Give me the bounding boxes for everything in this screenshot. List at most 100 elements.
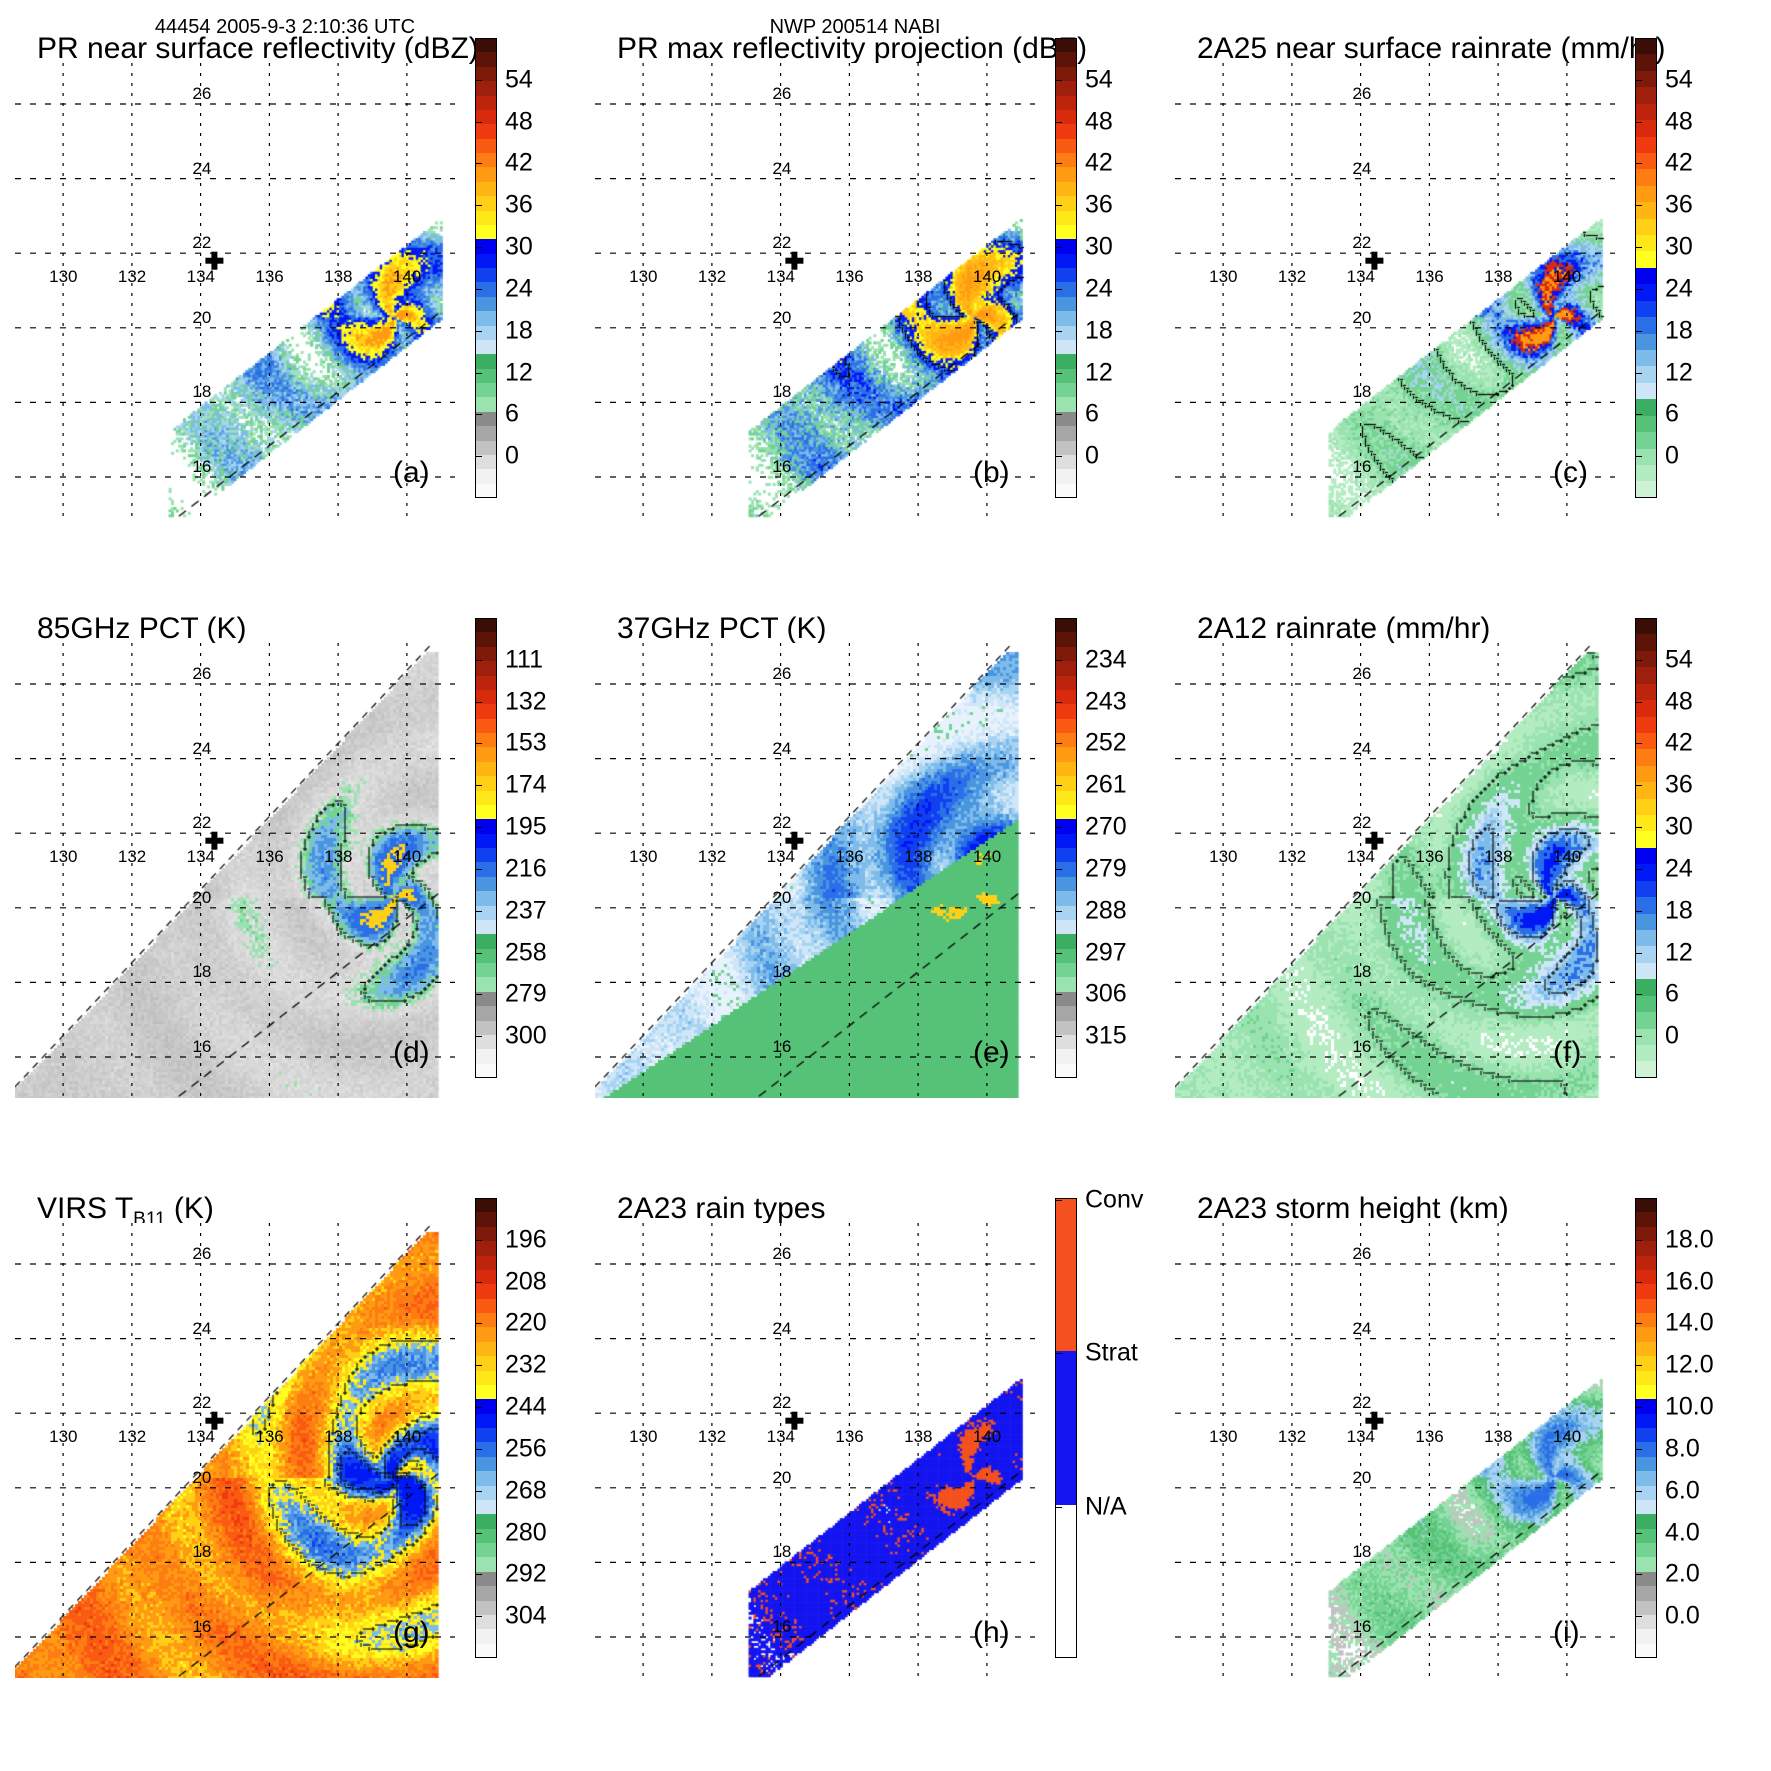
- lon-tick-label: 132: [117, 266, 147, 286]
- colorbar-tick-mark: [1055, 952, 1062, 954]
- colorbar-tick-mark: [1635, 1490, 1642, 1492]
- colorbar-tick-label: 30: [1085, 232, 1113, 261]
- colorbar-segment: [475, 368, 497, 383]
- lat-tick-label: 18: [772, 962, 792, 982]
- colorbar-segment: [475, 1485, 497, 1500]
- colorbar-segment: [475, 804, 497, 820]
- colorbar-segment: [475, 1284, 497, 1299]
- colorbar-tick-mark: [1635, 121, 1642, 123]
- colorbar-segment: [1635, 432, 1657, 449]
- colorbar-segment: [1635, 1614, 1657, 1630]
- colorbar-segment: [475, 81, 497, 96]
- lat-tick-label: 26: [1352, 84, 1372, 104]
- panel-title-d: 85GHz PCT (K): [37, 612, 247, 645]
- lat-tick-label: 18: [1352, 382, 1372, 402]
- colorbar-e[interactable]: [1055, 618, 1077, 1078]
- colorbar-segment: [1635, 481, 1657, 498]
- colorbar-segment: [1055, 618, 1077, 633]
- colorbar-tick-label: 12.0: [1665, 1350, 1714, 1379]
- colorbar-segment: [475, 1471, 497, 1486]
- colorbar-segment: [1635, 946, 1657, 963]
- colorbar-tick-label: 280: [505, 1518, 547, 1547]
- colorbar-g[interactable]: [475, 1198, 497, 1658]
- colorbar-tick-mark: [1635, 701, 1642, 703]
- colorbar-tick-mark: [475, 1574, 482, 1576]
- station-cross-marker: [205, 251, 224, 270]
- lat-tick-label: 16: [1352, 1036, 1372, 1056]
- colorbar-tick-mark: [475, 785, 482, 787]
- colorbar-segment: [1635, 120, 1657, 137]
- lat-tick-label: 22: [192, 233, 212, 253]
- lat-tick-label: 26: [772, 664, 792, 684]
- colorbar-b[interactable]: [1055, 38, 1077, 498]
- colorbar-segment: [1055, 196, 1077, 211]
- colorbar-a[interactable]: [475, 38, 497, 498]
- lon-tick-label: 138: [324, 1426, 353, 1446]
- colorbar-segment: [475, 646, 497, 662]
- colorbar-segment: [475, 833, 497, 848]
- colorbar-h[interactable]: [1055, 1198, 1077, 1658]
- colorbar-segment: [475, 1413, 497, 1428]
- colorbar-segment: [1635, 1044, 1657, 1062]
- colorbar-tick-mark: [475, 994, 482, 996]
- colorbar-tick-mark: [475, 456, 482, 458]
- colorbar-tick-mark: [1055, 1036, 1062, 1038]
- colorbar-c[interactable]: [1635, 38, 1657, 498]
- colorbar-segment: [1635, 54, 1657, 71]
- colorbar-d[interactable]: [475, 618, 497, 1078]
- colorbar-segment: [1635, 415, 1657, 433]
- colorbar-tick-mark: [475, 79, 482, 81]
- colorbar-f[interactable]: [1635, 618, 1657, 1078]
- colorbar-tick-mark: [475, 952, 482, 954]
- colorbar-tick-label: 237: [505, 896, 547, 925]
- colorbar-segment: [1055, 383, 1077, 398]
- lat-tick-label: 20: [772, 307, 792, 327]
- colorbar-segment: [475, 1255, 497, 1270]
- lon-tick-label: 140: [972, 846, 1002, 866]
- colorbar-segment: [1055, 296, 1077, 312]
- colorbar-segment: [1055, 675, 1077, 690]
- lon-tick-label: 140: [1552, 1426, 1582, 1446]
- lat-tick-label: 26: [192, 84, 212, 104]
- colorbar-tick-mark: [475, 1036, 482, 1038]
- panel-c: 2A25 near surface rainrate (mm/hr) 130 132…: [1160, 28, 1740, 608]
- colorbar-i[interactable]: [1635, 1198, 1657, 1658]
- panel-title-a: PR near surface reflectivity (dBZ): [37, 32, 479, 65]
- colorbar-segment: [1635, 1399, 1657, 1414]
- map-canvas-h: [595, 1223, 1035, 1678]
- colorbar-tick-label: 36: [505, 190, 533, 219]
- colorbar-segment: [475, 1557, 497, 1572]
- lon-tick-label: 138: [904, 1426, 933, 1446]
- lon-tick-label: 134: [186, 266, 215, 286]
- station-cross-marker: [785, 831, 804, 850]
- lat-tick-label: 18: [772, 382, 792, 402]
- lon-tick-label: 136: [255, 266, 284, 286]
- header-middle-storm-id: NWP 200514 NABI: [769, 16, 941, 38]
- colorbar-tick-label: 30: [1665, 232, 1693, 261]
- colorbar-segment: [475, 397, 497, 412]
- colorbar-tick-mark: [1635, 1616, 1642, 1618]
- colorbar-tick-mark: [475, 1281, 482, 1283]
- colorbar-segment: [475, 1226, 497, 1242]
- colorbar-tick-label: 42: [505, 148, 533, 177]
- colorbar-tick-label: 54: [505, 65, 533, 94]
- colorbar-segment: [1635, 1384, 1657, 1400]
- colorbar-tick-label: 36: [1665, 770, 1693, 799]
- colorbar-tick-label: 16.0: [1665, 1267, 1714, 1296]
- panel-e: 37GHz PCT (K) 130 132 134 136 138 140 16 18 20 22 2…: [580, 608, 1160, 1188]
- colorbar-tick-label: 54: [1665, 645, 1693, 674]
- colorbar-tick-mark: [1635, 1574, 1642, 1576]
- colorbar-tick-label: 6: [1665, 979, 1679, 1008]
- colorbar-segment: [1635, 251, 1657, 268]
- colorbar-segment: [1055, 776, 1077, 791]
- swath-data-layer-d: [15, 643, 455, 1098]
- colorbar-segment: [1635, 1212, 1657, 1227]
- swath-data-layer-g: [15, 1223, 455, 1678]
- colorbar-segment: [1635, 284, 1657, 301]
- lat-tick-label: 20: [1352, 1467, 1372, 1487]
- colorbar-segment: [1635, 897, 1657, 914]
- colorbar-segment: [475, 95, 497, 110]
- colorbar-segment: [1055, 747, 1077, 762]
- colorbar-segment: [1055, 1006, 1077, 1021]
- colorbar-tick-label: 14.0: [1665, 1308, 1714, 1337]
